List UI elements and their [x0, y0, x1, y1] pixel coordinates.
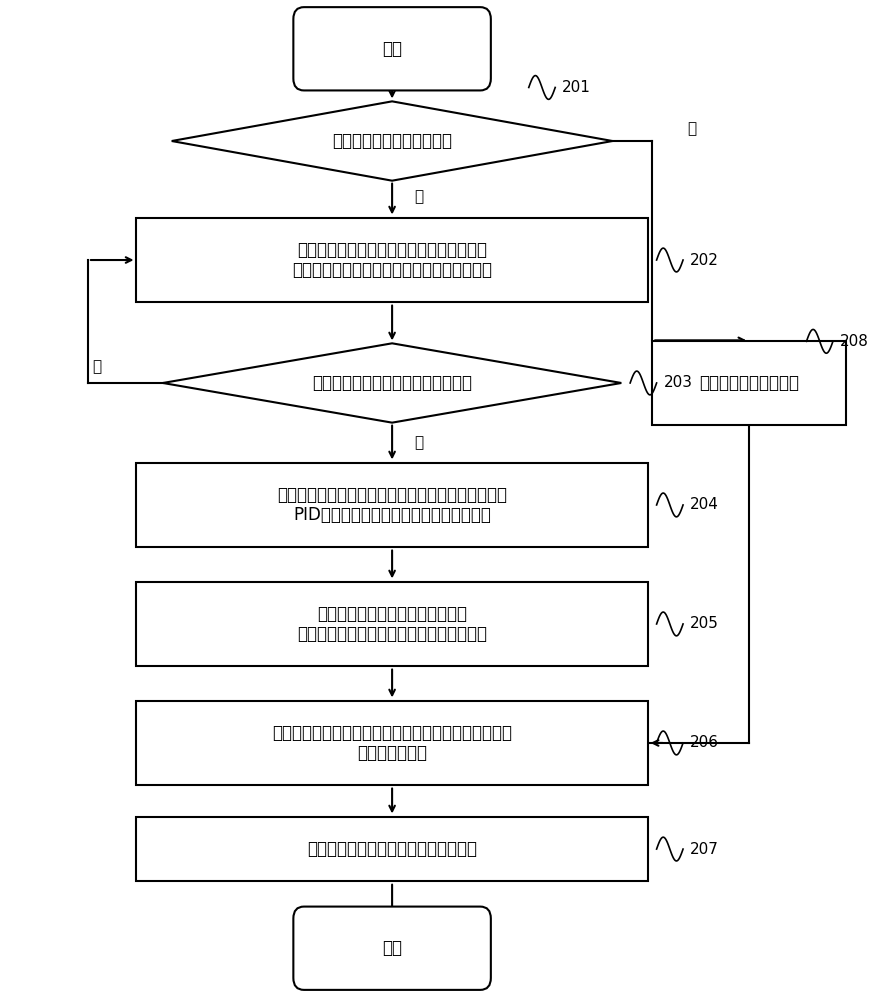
Text: 204: 204	[690, 497, 719, 512]
Bar	[136, 463, 648, 547]
Text: 206: 206	[690, 735, 719, 750]
Text: 205: 205	[690, 616, 719, 631]
Text: 主控制器获取角度传感器采集的数据与轨迹角度进行
PID计算，得出各个先导电磁阀的初始电流: 主控制器获取角度传感器采集的数据与轨迹角度进行 PID计算，得出各个先导电磁阀的…	[277, 486, 507, 524]
Bar	[136, 582, 648, 666]
Text: 是: 是	[414, 189, 423, 204]
Polygon shape	[163, 343, 621, 423]
FancyBboxPatch shape	[294, 7, 491, 90]
Text: 201: 201	[562, 80, 591, 95]
Bar	[136, 701, 648, 785]
Polygon shape	[172, 101, 612, 181]
Bar	[136, 218, 648, 302]
Text: 结束: 结束	[382, 939, 402, 957]
Bar	[652, 341, 846, 425]
Text: 开始: 开始	[382, 40, 402, 58]
Text: 202: 202	[690, 253, 719, 268]
Text: 主控制器读取工作压力传感器的值，对先导电磁阀的电
流做第二次调整: 主控制器读取工作压力传感器的值，对先导电磁阀的电 流做第二次调整	[272, 724, 512, 762]
Text: 进入常规挖掘操作模式: 进入常规挖掘操作模式	[700, 374, 799, 392]
Text: 208: 208	[840, 334, 869, 349]
Text: 203: 203	[664, 375, 692, 390]
Text: 主控制器读取液压油温传感器采集
的数值，对先导电磁阀的电流做第一次调整: 主控制器读取液压油温传感器采集 的数值，对先导电磁阀的电流做第一次调整	[297, 605, 487, 643]
Text: 先导电磁阀驱动主阀，完成相应的动作: 先导电磁阀驱动主阀，完成相应的动作	[307, 840, 477, 858]
Text: 207: 207	[690, 842, 719, 857]
Text: 判断轨迹控制开关是否打开: 判断轨迹控制开关是否打开	[332, 132, 452, 150]
FancyBboxPatch shape	[294, 907, 491, 990]
Text: 否: 否	[687, 122, 697, 137]
Text: 否: 否	[93, 360, 101, 375]
Bar	[136, 817, 648, 881]
Text: 主控制器获取角度传感器采集的数据和预设
轨迹的初始角度，将铲斗调整至轨迹初始位置: 主控制器获取角度传感器采集的数据和预设 轨迹的初始角度，将铲斗调整至轨迹初始位置	[292, 241, 492, 279]
Text: 是: 是	[414, 435, 423, 450]
Text: 判断铲斗是否调整至轨迹的初始位置: 判断铲斗是否调整至轨迹的初始位置	[312, 374, 472, 392]
